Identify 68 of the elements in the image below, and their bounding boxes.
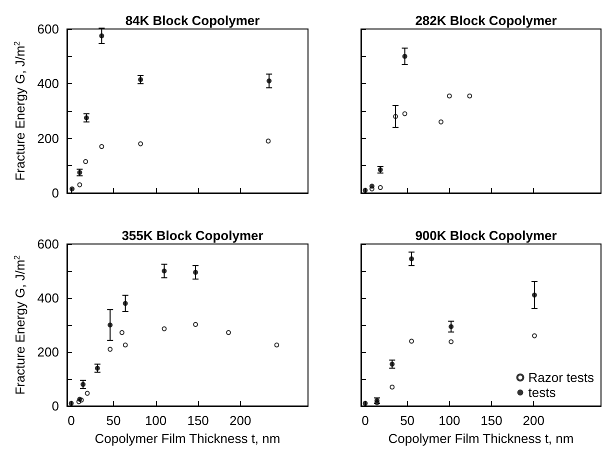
point (467, 93, 472, 98)
x-tick-label: 100 (144, 413, 167, 428)
y-tick-label: 200 (37, 130, 59, 146)
x-tick-label: 200 (230, 413, 252, 428)
point (448, 324, 454, 330)
point (266, 78, 272, 84)
y-tick-label: 200 (37, 344, 59, 360)
point (68, 400, 74, 406)
chart-title: 84K Block Copolymer (125, 13, 260, 28)
point (448, 339, 454, 344)
point (532, 292, 537, 298)
y-axis-title: Fracture Energy G, J/m2 (12, 40, 28, 181)
point (162, 268, 167, 274)
y-tick-label: 600 (37, 22, 59, 36)
point (162, 326, 167, 332)
point (378, 185, 383, 190)
point (438, 119, 444, 124)
point (108, 322, 113, 328)
point (122, 342, 128, 348)
x-tick-label: 200 (522, 413, 544, 428)
point (402, 111, 408, 116)
y-tick-label: 0 (52, 186, 59, 200)
y-tick-label: 400 (37, 290, 59, 306)
point (193, 270, 198, 275)
point (84, 390, 90, 396)
x-axis-title: Copolymer Film Thickness t, nm (388, 431, 574, 446)
chart-title: 282K Block Copolymer (415, 13, 557, 28)
point (122, 300, 128, 306)
x-tick-label: 0 (68, 413, 75, 428)
point (193, 322, 198, 327)
x-tick-label: 50 (400, 413, 415, 428)
point (138, 77, 144, 82)
point (99, 33, 104, 38)
point (402, 54, 408, 59)
point (393, 114, 398, 119)
x-tick-label: 150 (187, 413, 209, 428)
point (266, 138, 271, 144)
point (369, 186, 374, 192)
point (83, 159, 88, 164)
x-tick-label: 50 (106, 413, 121, 428)
point (108, 346, 113, 352)
y-tick-label: 600 (37, 236, 59, 252)
point (390, 384, 395, 390)
point (409, 256, 414, 262)
y-tick-label: 0 (52, 398, 59, 414)
point (532, 333, 537, 338)
x-tick-label: 100 (438, 413, 460, 428)
legend-label: tests (528, 385, 556, 400)
y-tick-label: 400 (37, 76, 59, 92)
chart-title: 355K Block Copolymer (122, 228, 264, 243)
point (362, 188, 368, 193)
point (409, 338, 414, 344)
legend-label: Razor tests (528, 370, 594, 385)
point (446, 93, 452, 98)
chart-title: 900K Block Copolymer (415, 228, 557, 243)
point (274, 342, 280, 348)
point (119, 330, 124, 336)
y-axis-title: Fracture Energy G, J/m2 (12, 254, 28, 395)
point (362, 400, 368, 406)
point (70, 186, 75, 192)
x-tick-label: 150 (480, 413, 502, 428)
point (226, 330, 232, 336)
point (76, 399, 82, 404)
x-axis-title: Copolymer Film Thickness t, nm (94, 431, 280, 446)
point (138, 141, 144, 146)
point (77, 182, 82, 188)
point (99, 144, 104, 150)
x-tick-label: 0 (362, 413, 369, 428)
